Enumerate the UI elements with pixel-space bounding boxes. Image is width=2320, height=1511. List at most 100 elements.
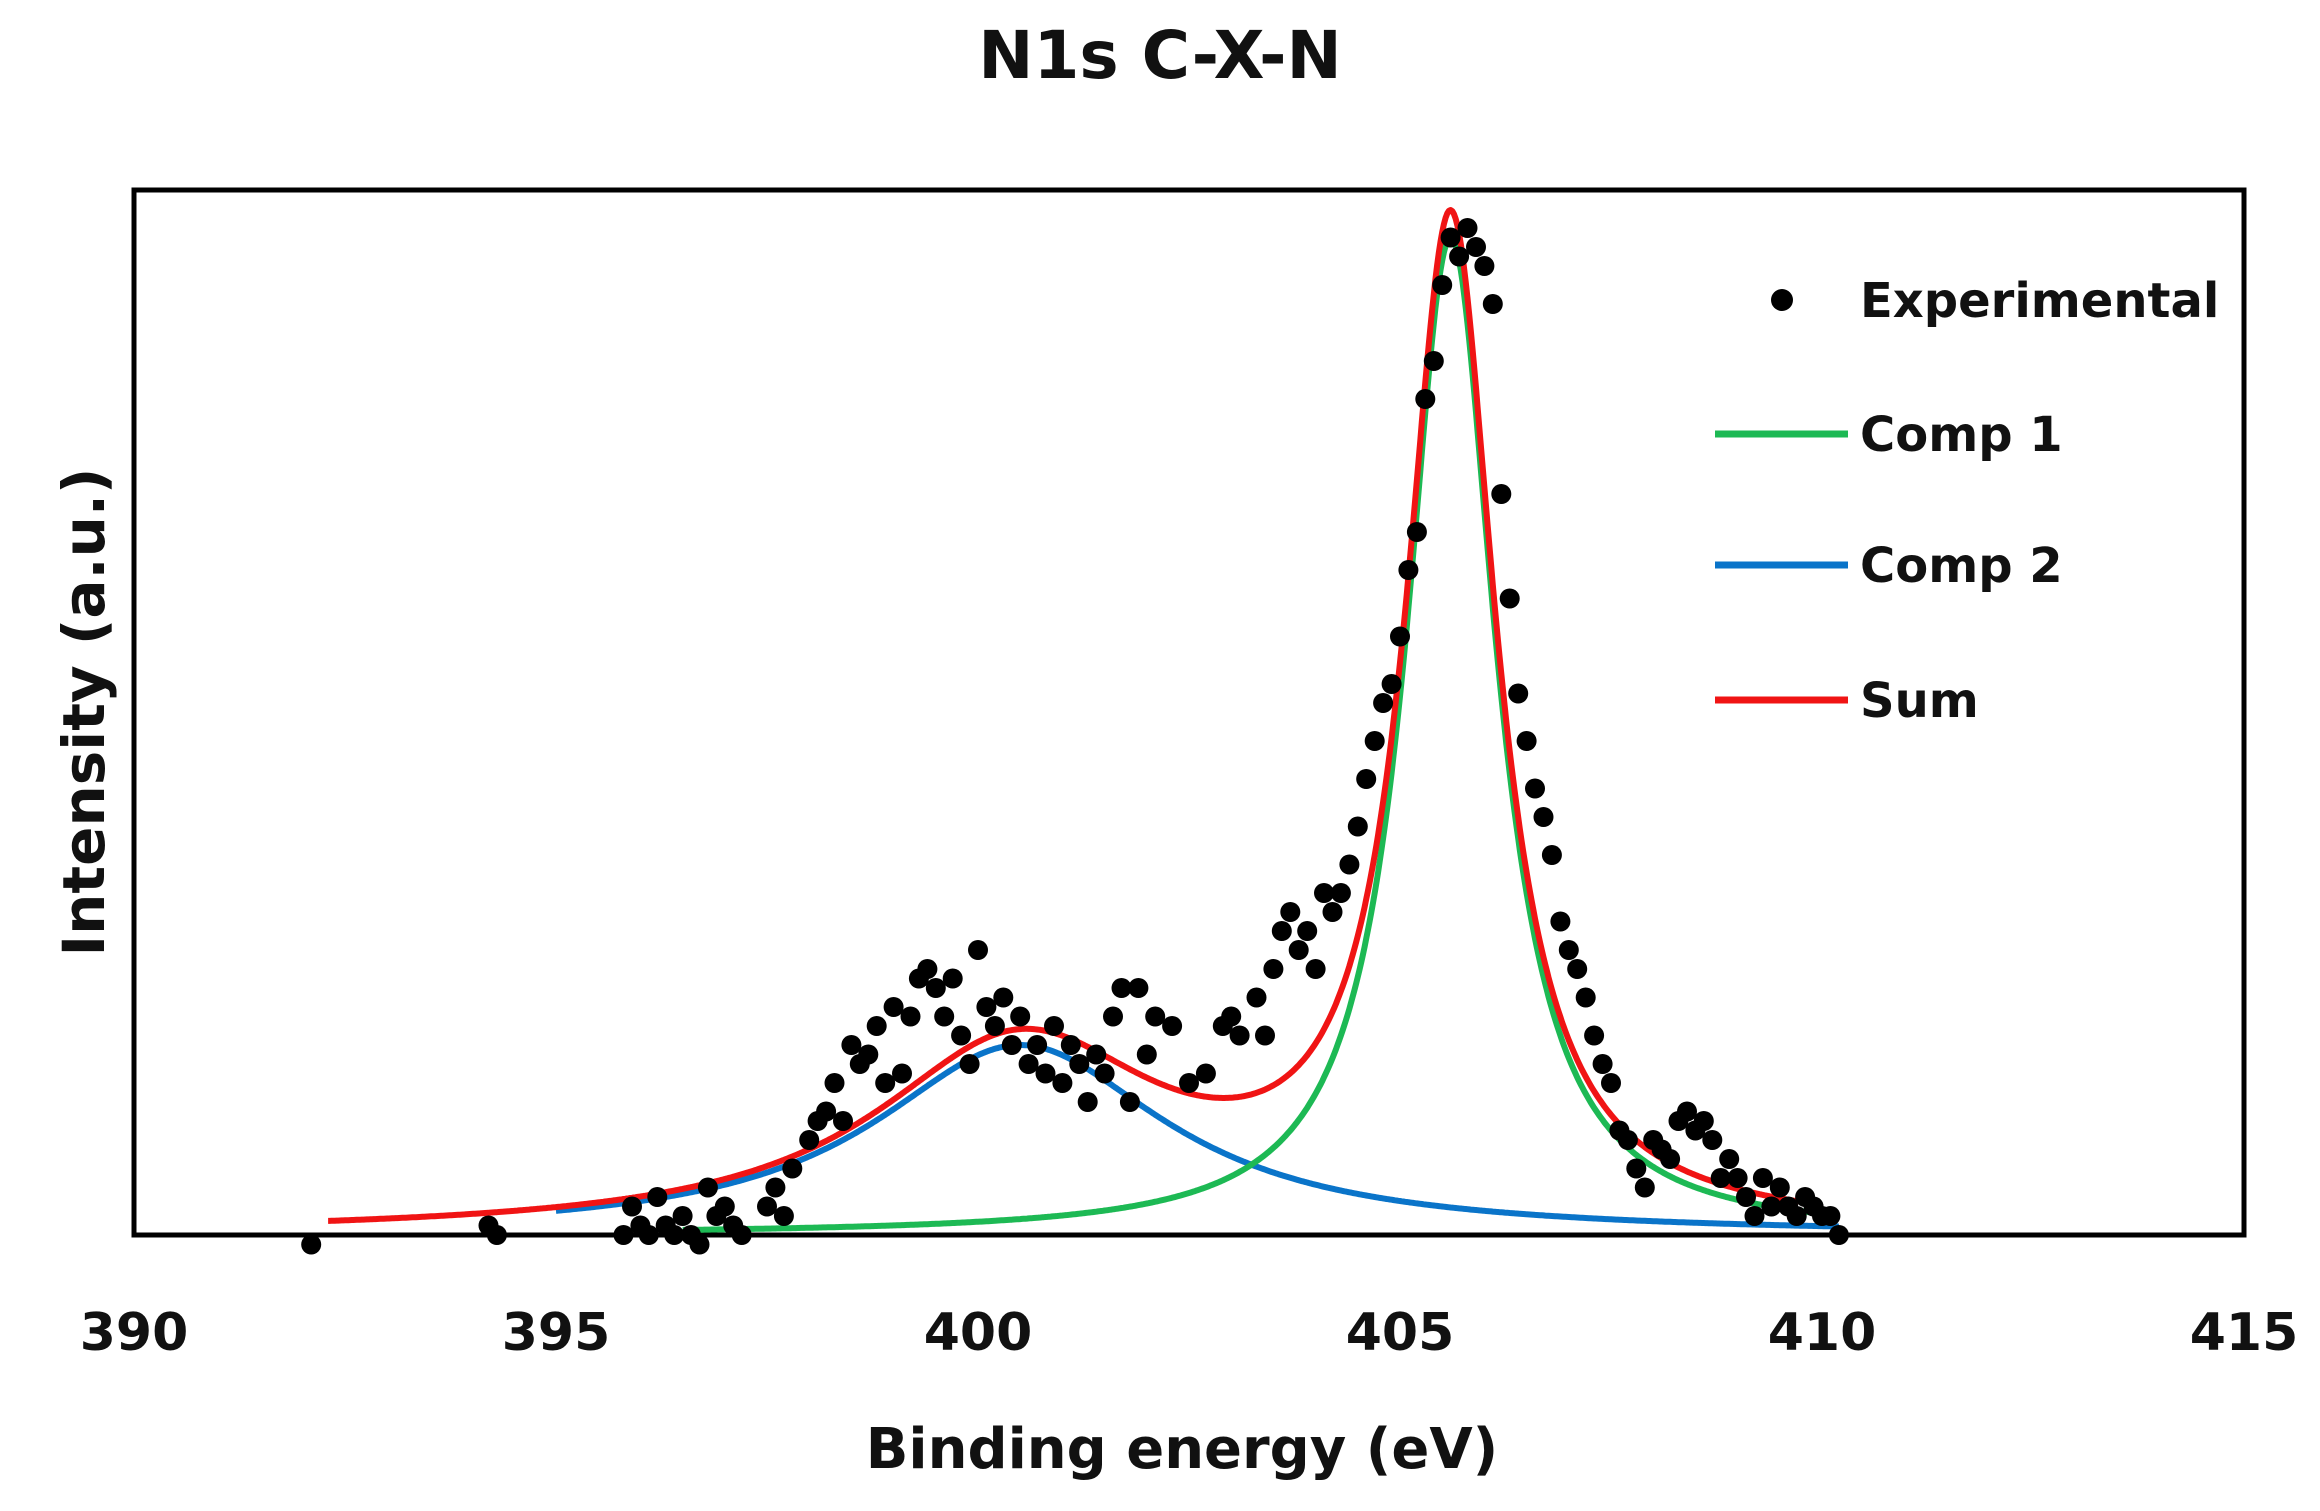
experimental-point bbox=[1499, 588, 1520, 609]
experimental-point bbox=[1035, 1063, 1056, 1084]
experimental-point bbox=[1103, 1006, 1123, 1027]
experimental-point bbox=[892, 1063, 912, 1084]
experimental-point bbox=[1592, 1054, 1613, 1074]
experimental-point bbox=[1466, 237, 1486, 257]
experimental-point bbox=[1660, 1149, 1681, 1169]
experimental-point bbox=[833, 1111, 853, 1131]
experimental-point bbox=[1474, 256, 1495, 276]
experimental-point bbox=[697, 1177, 718, 1198]
experimental-point bbox=[1280, 902, 1301, 922]
experimental-point bbox=[1634, 1177, 1655, 1198]
experimental-point bbox=[1558, 940, 1579, 960]
comp-2-curve bbox=[554, 1042, 1841, 1230]
experimental-point bbox=[1162, 1016, 1183, 1036]
experimental-point bbox=[773, 1206, 794, 1226]
experimental-point bbox=[1449, 246, 1470, 267]
experimental-point bbox=[968, 940, 988, 960]
experimental-point bbox=[1406, 522, 1427, 542]
experimental-point bbox=[1077, 1092, 1098, 1112]
experimental-point bbox=[1221, 1006, 1242, 1027]
experimental-point bbox=[1322, 902, 1343, 922]
legend-marker-experimental bbox=[1771, 289, 1793, 311]
experimental-point bbox=[1719, 1149, 1740, 1169]
experimental-point bbox=[1314, 883, 1334, 903]
experimental-point bbox=[976, 997, 997, 1017]
experimental-point bbox=[1145, 1006, 1166, 1027]
experimental-points bbox=[301, 218, 1849, 1255]
experimental-point bbox=[1491, 484, 1512, 504]
experimental-point bbox=[1179, 1073, 1199, 1093]
experimental-point bbox=[1525, 778, 1545, 799]
experimental-point bbox=[942, 968, 963, 989]
experimental-point bbox=[1305, 959, 1326, 979]
legend: Experimental Comp 1 Comp 2 Sum bbox=[1715, 273, 2219, 729]
experimental-point bbox=[917, 959, 938, 979]
experimental-point bbox=[1828, 1225, 1849, 1245]
experimental-point bbox=[1069, 1054, 1090, 1074]
experimental-point bbox=[1727, 1168, 1748, 1188]
x-tick-label-5: 415 bbox=[2190, 1303, 2299, 1363]
experimental-point bbox=[714, 1196, 735, 1217]
experimental-point bbox=[1508, 683, 1529, 704]
experimental-point bbox=[782, 1158, 803, 1179]
experimental-point bbox=[1195, 1063, 1216, 1084]
x-tick-label-0: 390 bbox=[80, 1303, 189, 1363]
experimental-point bbox=[1761, 1196, 1782, 1217]
experimental-point bbox=[1356, 769, 1377, 789]
experimental-point bbox=[1052, 1073, 1073, 1093]
legend-label-sum: Sum bbox=[1860, 673, 1979, 729]
experimental-point bbox=[1364, 731, 1385, 751]
experimental-point bbox=[959, 1054, 980, 1074]
experimental-point bbox=[866, 1016, 887, 1036]
experimental-point bbox=[1457, 218, 1478, 238]
x-axis-label: Binding energy (eV) bbox=[866, 1417, 1499, 1482]
experimental-point bbox=[1347, 816, 1368, 837]
experimental-point bbox=[1246, 987, 1267, 1008]
experimental-point bbox=[1541, 845, 1562, 865]
experimental-point bbox=[925, 978, 946, 998]
experimental-point bbox=[1001, 1035, 1022, 1055]
experimental-point bbox=[1736, 1187, 1756, 1207]
experimental-point bbox=[1255, 1025, 1275, 1046]
experimental-point bbox=[1128, 978, 1149, 998]
experimental-point bbox=[1423, 351, 1444, 371]
experimental-point bbox=[664, 1225, 685, 1245]
legend-label-comp-1: Comp 1 bbox=[1860, 407, 2063, 463]
chart-title: N1s C-X-N bbox=[978, 17, 1342, 94]
experimental-point bbox=[1330, 883, 1351, 903]
plot-area bbox=[131, 187, 2247, 1238]
experimental-point bbox=[486, 1225, 507, 1245]
experimental-point bbox=[858, 1044, 879, 1065]
experimental-point bbox=[301, 1234, 322, 1255]
experimental-point bbox=[622, 1196, 642, 1217]
x-tick-label-4: 410 bbox=[1768, 1303, 1877, 1363]
x-axis-ticks: 390 395 400 405 410 415 bbox=[80, 1303, 2299, 1363]
experimental-point bbox=[883, 997, 904, 1017]
experimental-point bbox=[638, 1225, 659, 1245]
experimental-point bbox=[993, 987, 1014, 1008]
experimental-point bbox=[1018, 1054, 1039, 1074]
experimental-point bbox=[1584, 1025, 1605, 1046]
experimental-point bbox=[1271, 921, 1292, 941]
experimental-point bbox=[1820, 1206, 1841, 1226]
experimental-point bbox=[1390, 626, 1410, 647]
experimental-point bbox=[1550, 911, 1571, 932]
experimental-point bbox=[1060, 1035, 1081, 1055]
experimental-point bbox=[1626, 1158, 1647, 1179]
experimental-point bbox=[1094, 1063, 1115, 1084]
experimental-point bbox=[1693, 1111, 1714, 1131]
experimental-point bbox=[731, 1225, 752, 1245]
experimental-point bbox=[1373, 693, 1394, 713]
experimental-point bbox=[875, 1073, 896, 1093]
experimental-point bbox=[1415, 389, 1436, 409]
experimental-point bbox=[1229, 1025, 1250, 1046]
experimental-point bbox=[1601, 1073, 1621, 1093]
experimental-point bbox=[1297, 921, 1318, 941]
experimental-point bbox=[765, 1177, 786, 1198]
experimental-point bbox=[1119, 1092, 1140, 1112]
experimental-point bbox=[1111, 978, 1132, 998]
experimental-point bbox=[1702, 1130, 1723, 1150]
experimental-point bbox=[613, 1225, 634, 1245]
experimental-point bbox=[816, 1101, 837, 1122]
